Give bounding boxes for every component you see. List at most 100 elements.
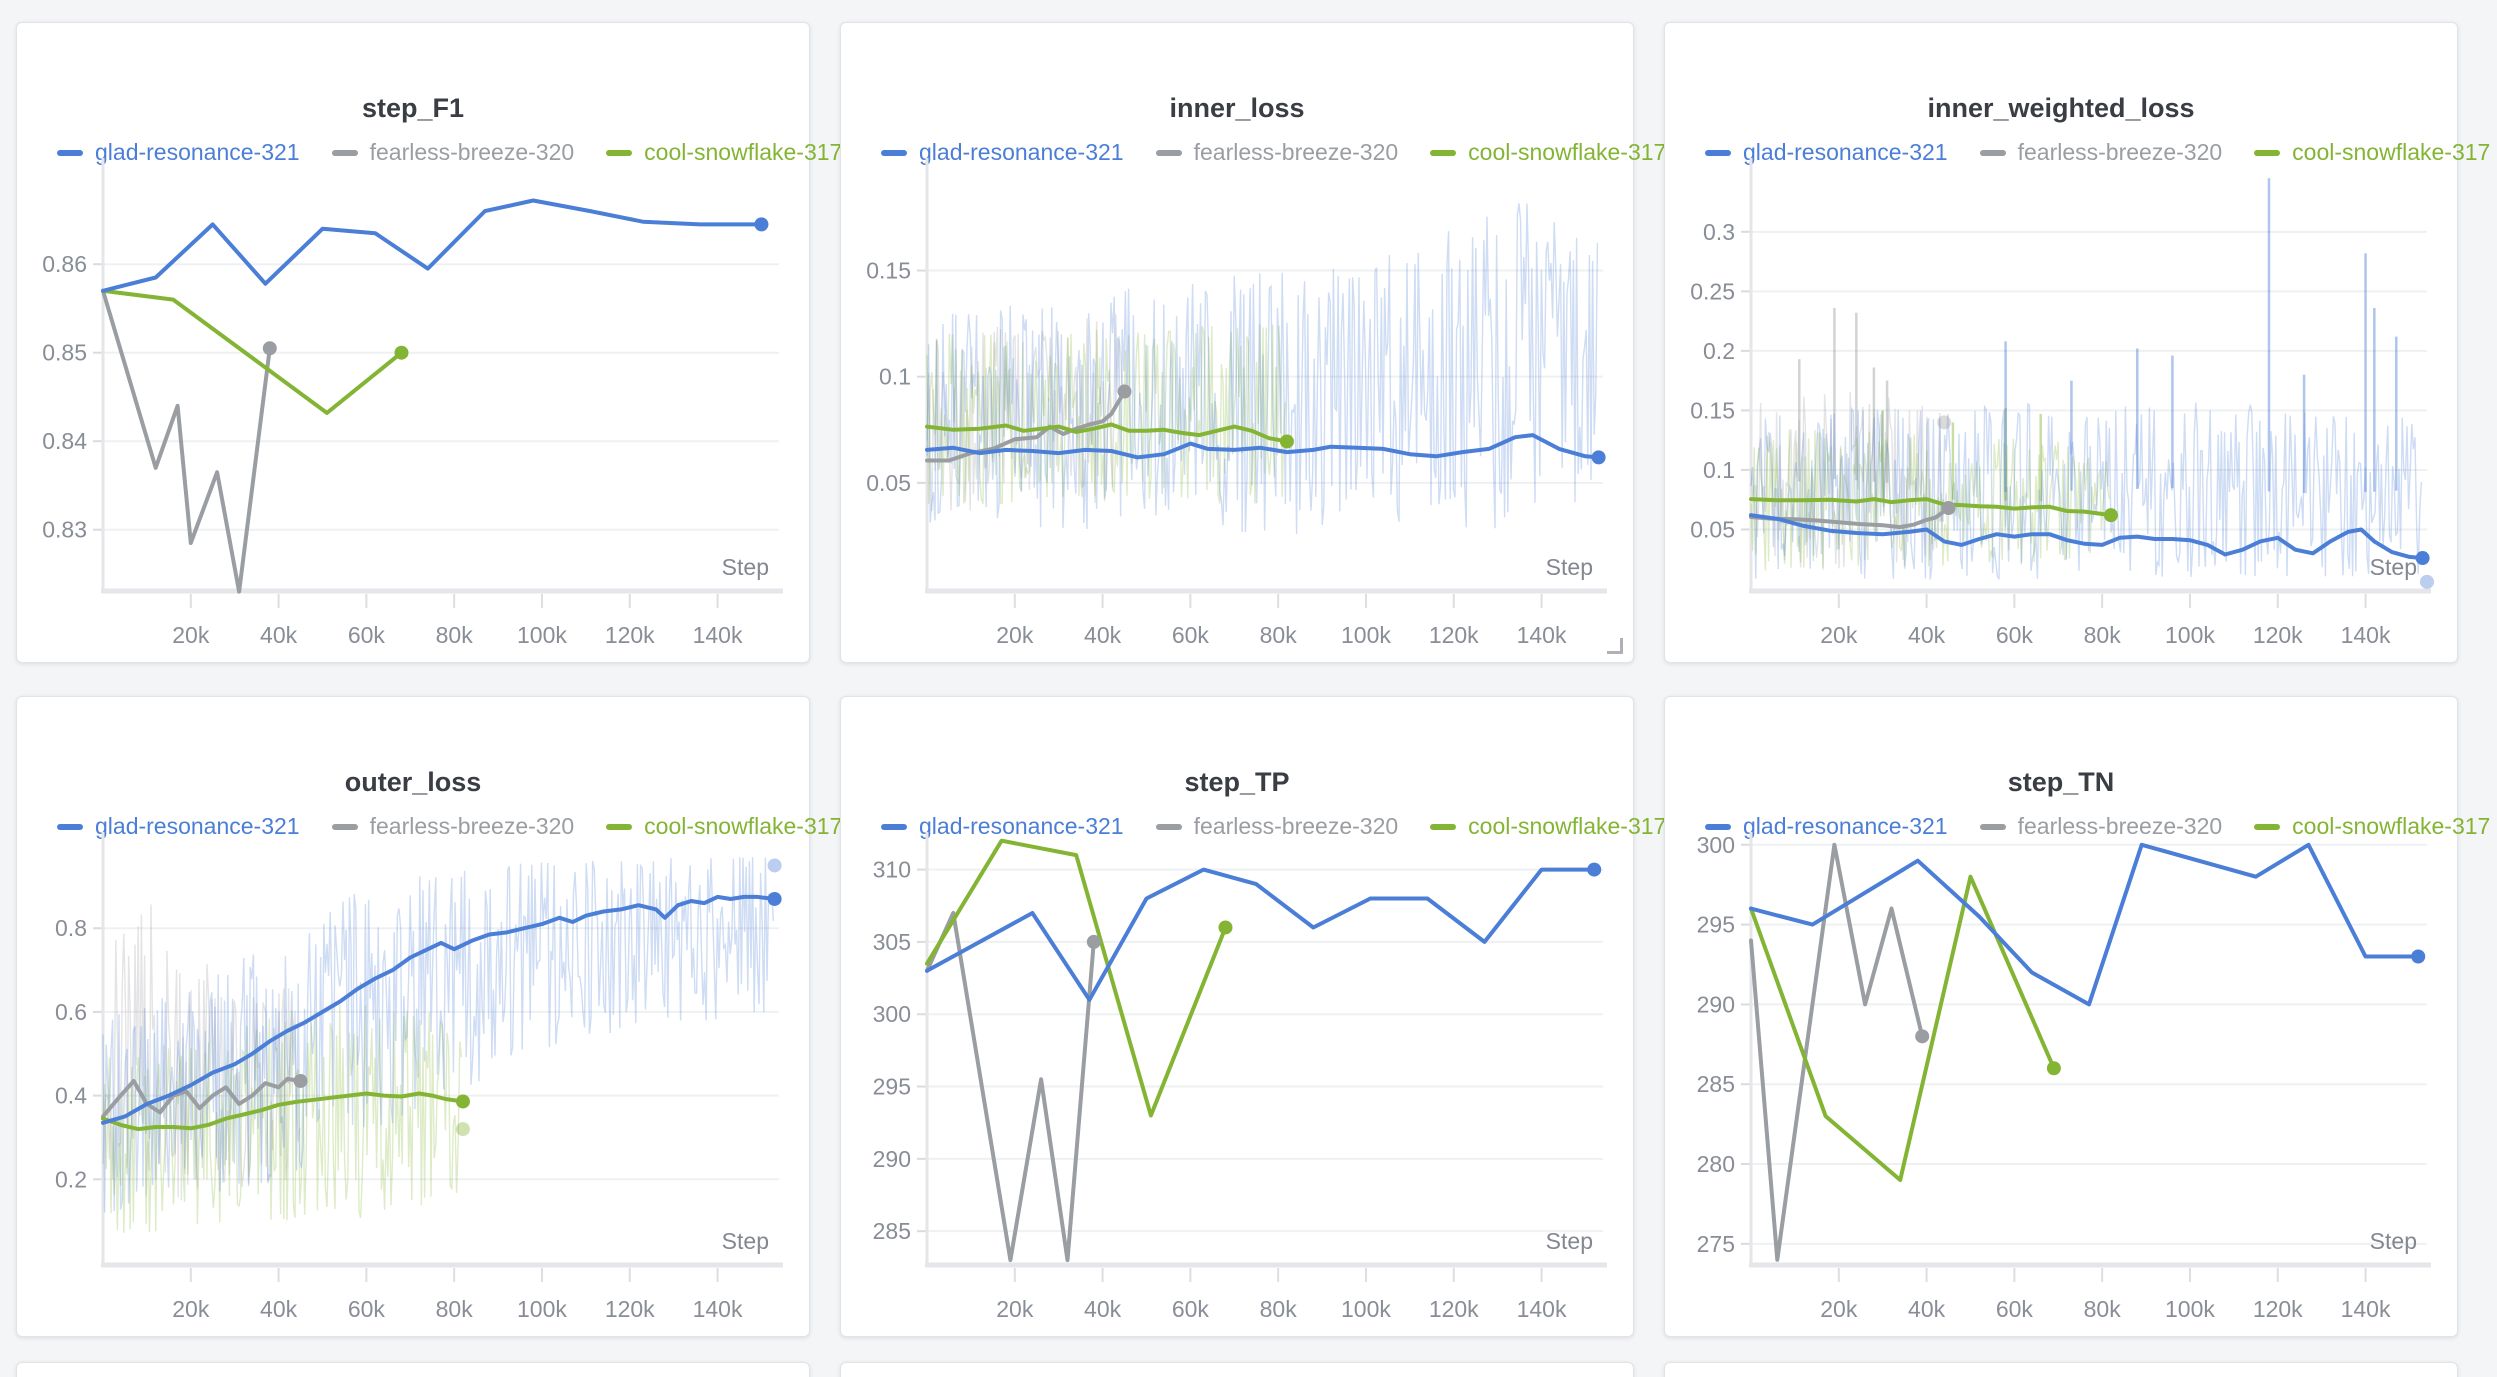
svg-text:100k: 100k	[517, 622, 567, 648]
svg-text:120k: 120k	[1429, 622, 1479, 648]
legend-run-name: fearless-breeze-320	[1193, 813, 1399, 839]
legend-item-glad-resonance-321[interactable]: glad-resonance-321	[57, 813, 300, 840]
panel-resize-handle-icon[interactable]	[1607, 638, 1623, 654]
legend-swatch-icon	[57, 823, 83, 830]
legend-swatch-icon	[881, 823, 907, 830]
legend-item-glad-resonance-321[interactable]: glad-resonance-321	[1705, 139, 1948, 166]
svg-text:120k: 120k	[605, 1296, 655, 1322]
panel-outer-loss[interactable]: outer_loss glad-resonance-321 fearless-br…	[16, 696, 842, 1337]
chart-plot[interactable]: 0.3 0.25 0.2 0.15 0.1 0.05 20k 40k 60k 80k 100k 120…	[1665, 23, 2457, 662]
panel-step-tn[interactable]: step_TN glad-resonance-321 fearless-breez…	[1664, 696, 2490, 1337]
svg-text:0.15: 0.15	[1690, 397, 1735, 423]
legend-item-cool-snowflake-317[interactable]: cool-snowflake-317	[2254, 139, 2490, 166]
svg-text:Step: Step	[722, 554, 769, 580]
svg-text:80k: 80k	[1260, 622, 1298, 648]
legend-run-name: glad-resonance-321	[1743, 139, 1948, 165]
svg-text:Step: Step	[722, 1228, 769, 1254]
legend-swatch-icon	[1155, 823, 1182, 830]
svg-text:Step: Step	[1546, 554, 1593, 580]
svg-text:140k: 140k	[1517, 1296, 1567, 1322]
legend-swatch-icon	[1155, 149, 1182, 156]
legend-swatch-icon	[1705, 823, 1731, 830]
legend-item-cool-snowflake-317[interactable]: cool-snowflake-317	[606, 139, 842, 166]
svg-text:0.84: 0.84	[42, 428, 87, 454]
panel-partial[interactable]	[16, 1362, 810, 1377]
svg-text:0.4: 0.4	[55, 1083, 87, 1109]
legend-item-glad-resonance-321[interactable]: glad-resonance-321	[881, 813, 1124, 840]
legend: glad-resonance-321 fearless-breeze-320 coo…	[1705, 139, 2490, 166]
legend-run-name: cool-snowflake-317	[1468, 139, 1667, 165]
legend-swatch-icon	[1979, 823, 2006, 830]
legend-item-cool-snowflake-317[interactable]: cool-snowflake-317	[1430, 813, 1666, 840]
panel-step-tp[interactable]: step_TP glad-resonance-321 fearless-breez…	[840, 696, 1666, 1337]
legend-item-glad-resonance-321[interactable]: glad-resonance-321	[1705, 813, 1948, 840]
legend-swatch-icon	[57, 149, 83, 156]
svg-text:Step: Step	[2370, 1228, 2417, 1254]
panel-inner-loss[interactable]: inner_loss glad-resonance-321 fearless-br…	[840, 22, 1666, 663]
svg-text:0.05: 0.05	[1690, 516, 1735, 542]
chart-plot[interactable]: 310 305 300 295 290 285 20k 40k 60k 80k 100k 120k 14…	[841, 697, 1633, 1336]
svg-text:0.6: 0.6	[55, 999, 87, 1025]
svg-text:140k: 140k	[1517, 622, 1567, 648]
legend-item-fearless-breeze-320[interactable]: fearless-breeze-320	[331, 139, 574, 166]
panel-partial[interactable]	[840, 1362, 1634, 1377]
svg-text:120k: 120k	[2253, 1296, 2303, 1322]
legend: glad-resonance-321 fearless-breeze-320 coo…	[57, 139, 842, 166]
svg-text:0.86: 0.86	[42, 251, 87, 277]
panel-title: inner_loss	[1169, 93, 1305, 123]
legend-run-name: cool-snowflake-317	[2292, 139, 2491, 165]
svg-text:0.2: 0.2	[1703, 338, 1735, 364]
svg-text:20k: 20k	[996, 622, 1034, 648]
svg-text:Step: Step	[1546, 1228, 1593, 1254]
svg-text:40k: 40k	[1084, 1296, 1122, 1322]
svg-text:60k: 60k	[348, 1296, 386, 1322]
legend-item-fearless-breeze-320[interactable]: fearless-breeze-320	[1155, 813, 1399, 840]
legend-run-name: cool-snowflake-317	[2292, 813, 2491, 839]
panel-partial[interactable]	[1664, 1362, 2458, 1377]
panel-title: step_TN	[2007, 767, 2115, 797]
chart-plot[interactable]: 300 295 290 285 280 275 20k 40k 60k 80k 100k 120k 14…	[1665, 697, 2457, 1336]
svg-text:140k: 140k	[2341, 622, 2391, 648]
svg-text:80k: 80k	[1260, 1296, 1298, 1322]
legend-item-glad-resonance-321[interactable]: glad-resonance-321	[881, 139, 1124, 166]
chart-plot[interactable]: 0.86 0.85 0.84 0.83 20k 40k 60k 80k 100k 120k 140k…	[17, 23, 809, 662]
svg-text:120k: 120k	[605, 622, 655, 648]
legend-item-fearless-breeze-320[interactable]: fearless-breeze-320	[1979, 813, 2222, 840]
legend-item-fearless-breeze-320[interactable]: fearless-breeze-320	[331, 813, 574, 840]
svg-text:60k: 60k	[1996, 622, 2034, 648]
svg-text:20k: 20k	[172, 622, 210, 648]
panel-title: step_F1	[361, 93, 465, 123]
svg-text:60k: 60k	[1172, 1296, 1210, 1322]
svg-text:305: 305	[873, 929, 911, 955]
svg-text:60k: 60k	[1996, 1296, 2034, 1322]
legend-swatch-icon	[606, 149, 633, 156]
legend-item-cool-snowflake-317[interactable]: cool-snowflake-317	[606, 813, 842, 840]
legend: glad-resonance-321 fearless-breeze-320 coo…	[881, 139, 1666, 166]
legend-item-fearless-breeze-320[interactable]: fearless-breeze-320	[1155, 139, 1399, 166]
legend-item-cool-snowflake-317[interactable]: cool-snowflake-317	[2254, 813, 2490, 840]
legend-swatch-icon	[1979, 149, 2006, 156]
svg-text:40k: 40k	[260, 622, 298, 648]
svg-text:100k: 100k	[2165, 622, 2215, 648]
panel-inner-weighted-loss[interactable]: inner_weighted_loss glad-resonance-321 fe…	[1664, 22, 2490, 663]
svg-text:275: 275	[1697, 1231, 1735, 1257]
chart-plot[interactable]: 0.8 0.6 0.4 0.2 20k 40k 60k 80k 100k 120k 140k Step	[17, 697, 809, 1336]
svg-text:295: 295	[873, 1074, 911, 1100]
svg-text:80k: 80k	[2084, 622, 2122, 648]
svg-text:0.15: 0.15	[866, 258, 911, 284]
svg-text:120k: 120k	[1429, 1296, 1479, 1322]
legend-swatch-icon	[881, 149, 907, 156]
legend-item-fearless-breeze-320[interactable]: fearless-breeze-320	[1979, 139, 2222, 166]
legend-run-name: cool-snowflake-317	[644, 139, 843, 165]
legend-item-cool-snowflake-317[interactable]: cool-snowflake-317	[1430, 139, 1666, 166]
svg-text:300: 300	[1697, 832, 1735, 858]
svg-text:20k: 20k	[1820, 622, 1858, 648]
legend-run-name: fearless-breeze-320	[1193, 139, 1399, 165]
panel-title: outer_loss	[344, 767, 482, 797]
svg-text:40k: 40k	[1084, 622, 1122, 648]
panel-step-f1[interactable]: step_F1 glad-resonance-321 fearless-breez…	[16, 22, 842, 663]
chart-plot[interactable]: 0.15 0.1 0.05 20k 40k 60k 80k 100k 120k 140k Step	[841, 23, 1633, 662]
svg-text:60k: 60k	[348, 622, 386, 648]
legend-item-glad-resonance-321[interactable]: glad-resonance-321	[57, 139, 300, 166]
